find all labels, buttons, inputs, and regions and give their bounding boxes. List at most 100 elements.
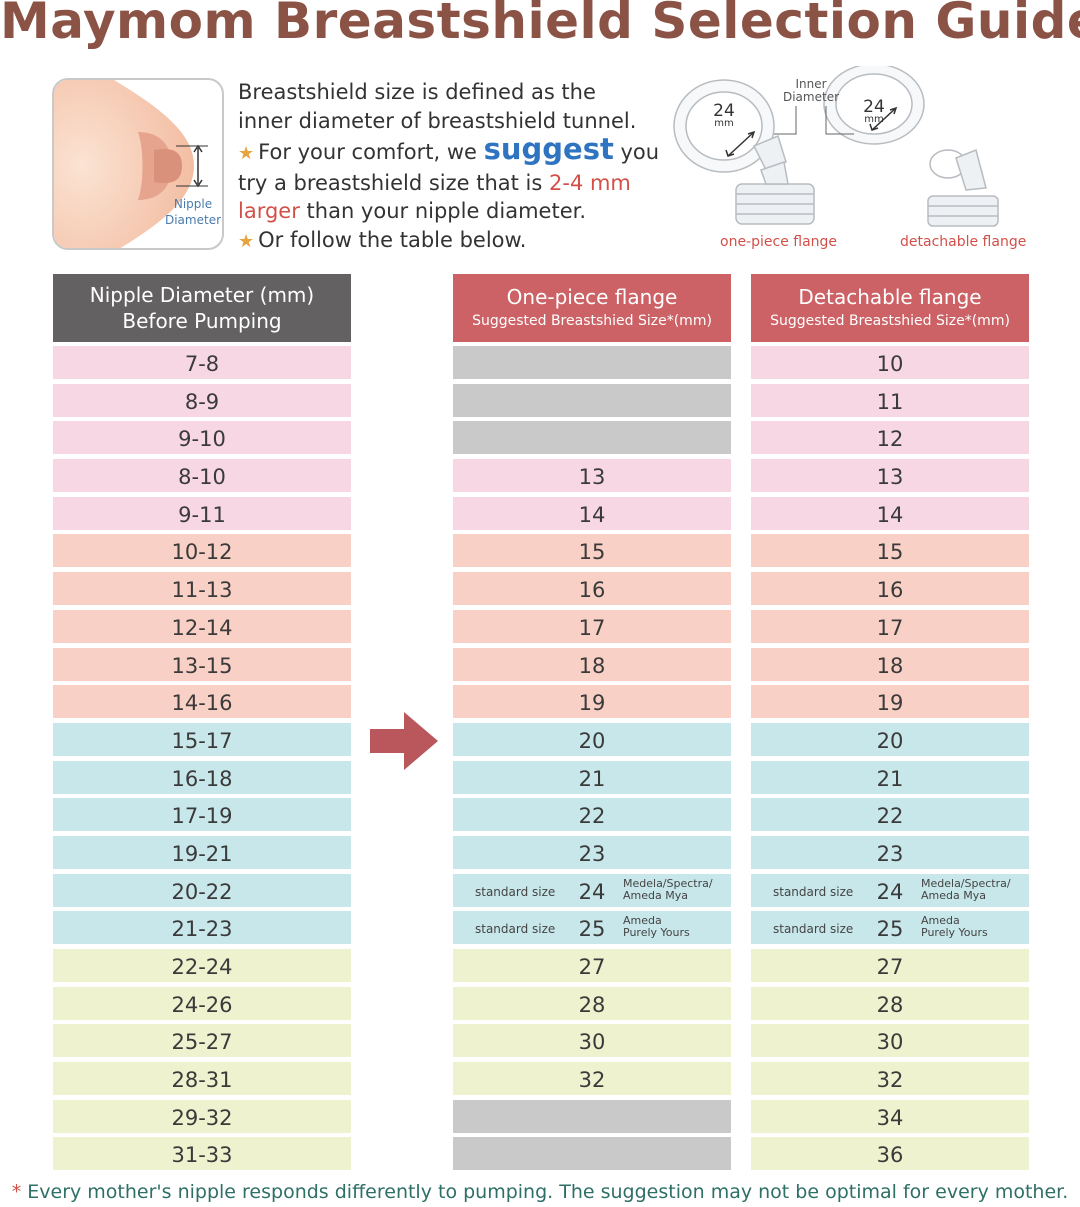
size-value: 34 [876, 1105, 904, 1130]
star-icon: ★ [238, 230, 255, 252]
intro-line-2: inner diameter of breastshield tunnel. [238, 108, 637, 133]
nipple-diameter-cell: 14-16 [53, 685, 351, 719]
one-piece-flange-icon [673, 79, 815, 225]
nipple-diameter-cell: 11-13 [53, 572, 351, 606]
size-value: 19 [876, 691, 904, 716]
size-value: 25 [578, 917, 606, 942]
nipple-diameter-cell: 10-12 [53, 534, 351, 568]
size-value: 21 [876, 766, 904, 791]
standard-size-label: standard size [773, 922, 854, 937]
detachable-size-cell: 25 standard size Ameda Purely Yours [751, 911, 1029, 945]
size-value: 18 [578, 653, 606, 678]
detachable-size-cell: 16 [751, 572, 1029, 606]
detachable-size-cell: 30 [751, 1024, 1029, 1058]
unavailable-size-cell [453, 1099, 731, 1133]
detachable-flange-caption: detachable flange [900, 234, 1027, 250]
size-value: 21 [578, 766, 606, 791]
intro-line-1: Breastshield size is defined as the [238, 80, 596, 104]
detachable-size-cell: 34 [751, 1099, 1029, 1133]
nipple-diameter-cell: 21-23 [53, 911, 351, 945]
header-one-piece-flange: One-piece flange Suggested Breastshied S… [453, 274, 731, 342]
size-value: 20 [578, 728, 606, 753]
compatible-brands: Medela/Spectra/Ameda Mya [921, 876, 1011, 902]
size-value: 27 [876, 955, 904, 979]
size-value: 12 [876, 427, 904, 452]
nipple-diameter-cell: 12-14 [53, 609, 351, 643]
nipple-diameter-cell: 15-17 [53, 722, 351, 756]
size-value: 36 [876, 1143, 904, 1168]
standard-size-label: standard size [475, 922, 556, 937]
unavailable-size-cell [453, 421, 731, 455]
size-value: 10 [876, 352, 904, 376]
detachable-size-cell: 14 [751, 496, 1029, 530]
detachable-size-cell: 15 [751, 534, 1029, 568]
detachable-size-cell: 32 [751, 1062, 1029, 1096]
size-value: 19 [578, 691, 606, 716]
size-value: 15 [578, 540, 606, 565]
size-value: 13 [578, 465, 606, 490]
detachable-size-cell: 27 [751, 949, 1029, 982]
nipple-diameter-cell: 9-11 [53, 496, 351, 530]
flange-illustrations: Inner Diameter 24 mm 24 mm one-piece flang… [666, 66, 1046, 256]
standard-size-label: standard size [475, 884, 556, 899]
one-piece-size-cell: 24 standard size Medela/Spectra/Ameda Mya [453, 873, 731, 907]
right-arrow-icon [370, 712, 438, 770]
one-piece-size-column: 13 14 15 16 17 18 19 20 21 22 23 24 standard size Med… [453, 346, 731, 1175]
size-value: 17 [578, 615, 606, 640]
detachable-size-label: 24 mm [863, 97, 885, 125]
nipple-diameter-cell: 20-22 [53, 873, 351, 907]
size-value: 30 [876, 1030, 904, 1055]
nipple-label-line2: Diameter [164, 213, 222, 227]
compatible-brands: Ameda Purely Yours [921, 914, 988, 940]
detachable-size-column: 10 11 12 13 14 15 16 17 18 19 20 21 22 23 24 standard s… [751, 346, 1029, 1175]
size-value: 14 [578, 502, 606, 527]
star-icon: ★ [238, 143, 255, 164]
detachable-size-cell: 12 [751, 421, 1029, 455]
size-value: 16 [578, 578, 606, 603]
nipple-diameter-cell: 24-26 [53, 986, 351, 1020]
nipple-diameter-cell: 22-24 [53, 949, 351, 982]
intro-line-4: try a breastshield size that is 2-4 mm [238, 170, 631, 195]
inner-diameter-label-2: Diameter [782, 90, 840, 104]
header-detachable-flange: Detachable flange Suggested Breastshied … [751, 274, 1029, 342]
detachable-size-cell: 21 [751, 760, 1029, 794]
intro-text: Breastshield size is defined as the inne… [238, 78, 668, 256]
size-value: 23 [876, 841, 904, 866]
nipple-label-line1: Nipple [173, 197, 213, 211]
suggest-emphasis: suggest [483, 132, 614, 166]
standard-size-label: standard size [773, 884, 854, 899]
nipple-diameter-cell: 8-10 [53, 459, 351, 493]
intro-line-3: ★ For your comfort, we suggest you [238, 132, 660, 166]
nipple-diameter-cell: 25-27 [53, 1024, 351, 1058]
nipple-diameter-cell: 31-33 [53, 1137, 351, 1171]
detachable-size-cell: 13 [751, 459, 1029, 493]
one-piece-size-cell: 18 [453, 647, 731, 681]
page-title: Maymom Breastshield Selection Guide [0, 0, 1080, 50]
detachable-size-cell: 23 [751, 835, 1029, 869]
detachable-size-cell: 22 [751, 798, 1029, 832]
nipple-diameter-cell: 28-31 [53, 1062, 351, 1096]
one-piece-size-cell: 13 [453, 459, 731, 493]
nipple-diameter-cell: 8-9 [53, 383, 351, 417]
size-value: 13 [876, 465, 904, 490]
detachable-size-cell: 18 [751, 647, 1029, 681]
one-piece-size-cell: 22 [453, 798, 731, 832]
one-piece-size-cell: 23 [453, 835, 731, 869]
nipple-diameter-cell: 9-10 [53, 421, 351, 455]
one-piece-size-cell: 28 [453, 986, 731, 1020]
one-piece-size-cell: 20 [453, 722, 731, 756]
detachable-size-cell: 20 [751, 722, 1029, 756]
size-value: 22 [876, 804, 904, 829]
size-value: 17 [876, 615, 904, 640]
one-piece-size-label: 24 mm [713, 101, 735, 129]
nipple-diameter-cell: 13-15 [53, 647, 351, 681]
size-value: 16 [876, 578, 904, 603]
one-piece-size-cell: 15 [453, 534, 731, 568]
size-value: 27 [578, 955, 606, 979]
footnote: * Every mother's nipple responds differe… [11, 1181, 1069, 1203]
nipple-diameter-illustration: Nipple Diameter [52, 78, 224, 250]
detachable-size-cell: 17 [751, 609, 1029, 643]
one-piece-size-cell: 25 standard size Ameda Purely Yours [453, 911, 731, 945]
detachable-size-cell: 28 [751, 986, 1029, 1020]
size-value: 28 [578, 992, 606, 1017]
